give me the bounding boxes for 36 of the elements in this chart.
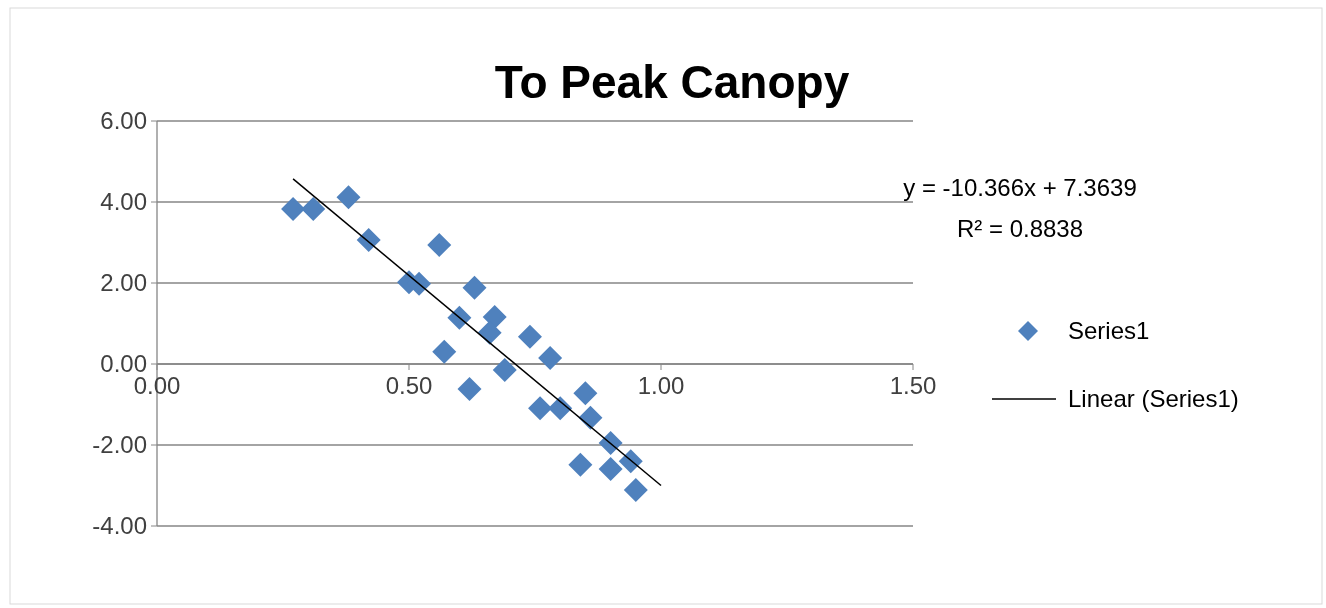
point (462, 275, 487, 300)
y-tick-label: 6.00 (100, 107, 147, 135)
point (432, 339, 457, 364)
point (618, 449, 643, 474)
point (578, 405, 603, 430)
x-tick-label: 1.50 (889, 372, 937, 399)
point (427, 232, 452, 257)
legend-label: Series1 (1068, 317, 1150, 345)
point (447, 305, 472, 330)
annotation: y = -10.366x + 7.3639 (903, 174, 1137, 201)
x-tick-label: 1.00 (637, 372, 685, 399)
point (301, 196, 326, 221)
point (573, 381, 598, 406)
point (568, 452, 593, 477)
point (517, 324, 542, 349)
point (492, 358, 517, 383)
x-tick-label: 0.50 (385, 372, 433, 399)
legend-label: Linear (Series1) (1068, 385, 1239, 413)
y-tick-label: 4.00 (100, 188, 147, 216)
chart-title: To Peak Canopy (494, 56, 850, 108)
point (356, 228, 381, 253)
point (477, 320, 502, 345)
text: R² = 0.8838 (956, 215, 1084, 242)
point (336, 185, 361, 210)
y-tick-label: 2.00 (100, 269, 147, 297)
point (538, 345, 563, 370)
point (528, 396, 553, 421)
point (457, 377, 482, 402)
point (598, 430, 623, 455)
point (281, 196, 306, 221)
point (548, 396, 573, 421)
y-tick-label: -2.00 (92, 431, 147, 459)
point (598, 456, 623, 481)
point (623, 477, 648, 502)
y-tick-label: -4.00 (92, 512, 147, 540)
point (482, 305, 507, 330)
